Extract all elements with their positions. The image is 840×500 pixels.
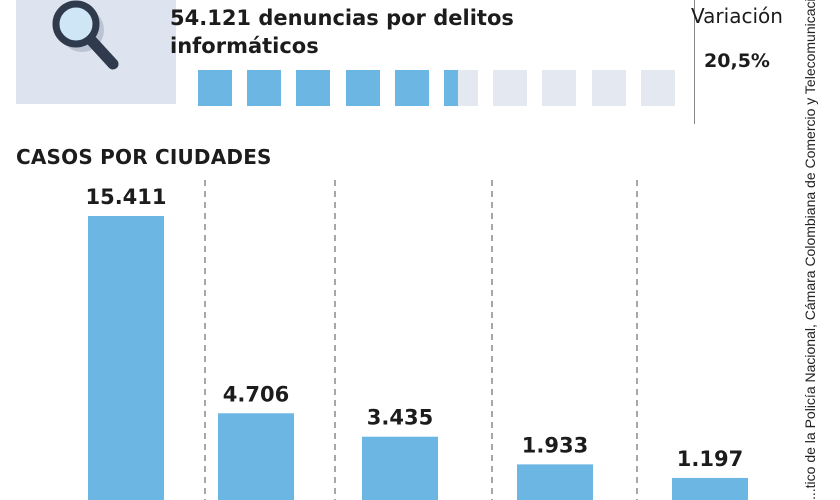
bar-value-label: 15.411 (85, 185, 166, 209)
progress-segment (591, 70, 626, 106)
variation-value: 20,5% (704, 50, 770, 72)
progress-segment (198, 70, 232, 106)
progress-segment (542, 70, 577, 106)
progress-segment (345, 70, 380, 106)
progress-segment-fill (345, 70, 380, 106)
progress-segment (394, 70, 429, 106)
section-title: CASOS POR CIUDADES (16, 145, 272, 169)
bar (672, 477, 748, 500)
progress-segment-fill (444, 70, 458, 106)
progress-segment-fill (296, 70, 331, 106)
progress-segment-fill (247, 70, 282, 106)
progress-segment (493, 70, 528, 106)
progress-bar (198, 70, 675, 106)
bar-value-label: 1.197 (677, 447, 743, 471)
progress-segment (247, 70, 282, 106)
source-credit: ...tico de la Policía Nacional, Cámara C… (802, 0, 818, 500)
bar (362, 436, 438, 500)
bar-chart: 15.411 4.706 3.435 1.933 1.197 (85, 180, 748, 500)
search-icon-panel (16, 0, 176, 104)
bar-value-label: 4.706 (223, 382, 289, 406)
progress-segment (296, 70, 331, 106)
bar (218, 413, 294, 500)
progress-segment (640, 70, 675, 106)
progress-segment-fill (394, 70, 429, 106)
bar (88, 216, 164, 500)
variation-label: Variación (691, 4, 783, 28)
progress-segment-fill (198, 70, 232, 106)
progress-segment (444, 70, 478, 106)
bar (517, 464, 593, 500)
divider (694, 0, 695, 124)
magnifying-glass-icon (52, 0, 119, 70)
bar-value-label: 3.435 (367, 406, 433, 430)
headline: 54.121 denuncias por delitos informático… (170, 6, 514, 58)
bar-value-label: 1.933 (522, 433, 588, 457)
